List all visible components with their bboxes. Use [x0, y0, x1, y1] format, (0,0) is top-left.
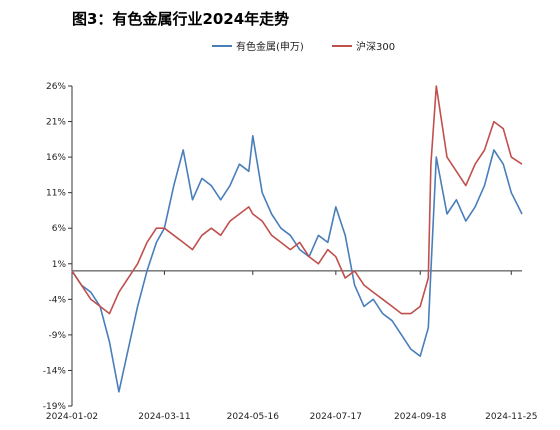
x-tick-label: 2024-05-16 — [227, 412, 280, 422]
axes: 26% 21% 16% 11% 6% 1% -4% -9% -14% -19%2024-01-02… — [43, 82, 538, 422]
series-layer — [71, 85, 523, 393]
chart-title: 图3：有色金属行业2024年走势 — [72, 10, 290, 28]
legend: 有色金属(申万) 沪深300 — [212, 40, 395, 53]
y-tick-label: 21% — [46, 118, 66, 128]
series-line-2 — [71, 85, 523, 315]
x-tick-label: 2024-11-25 — [485, 412, 537, 422]
legend-label-1: 有色金属(申万) — [236, 40, 304, 53]
x-tick-label: 2024-01-02 — [46, 412, 98, 422]
x-tick-label: 2024-09-18 — [394, 412, 447, 422]
legend-label-2: 沪深300 — [356, 40, 395, 53]
x-tick-label: 2024-07-17 — [310, 412, 362, 422]
y-tick-label: -4% — [48, 295, 66, 305]
y-tick-label: 11% — [46, 189, 66, 199]
y-tick-label: 16% — [46, 153, 66, 163]
y-tick-label: -9% — [48, 331, 66, 341]
y-tick-label: -14% — [43, 366, 67, 376]
y-tick-label: 1% — [52, 260, 67, 270]
y-tick-label: 26% — [46, 82, 66, 92]
x-tick-label: 2024-03-11 — [138, 412, 190, 422]
y-tick-label: -19% — [43, 402, 67, 412]
series-line-1 — [71, 135, 523, 393]
y-tick-label: 6% — [52, 224, 67, 234]
